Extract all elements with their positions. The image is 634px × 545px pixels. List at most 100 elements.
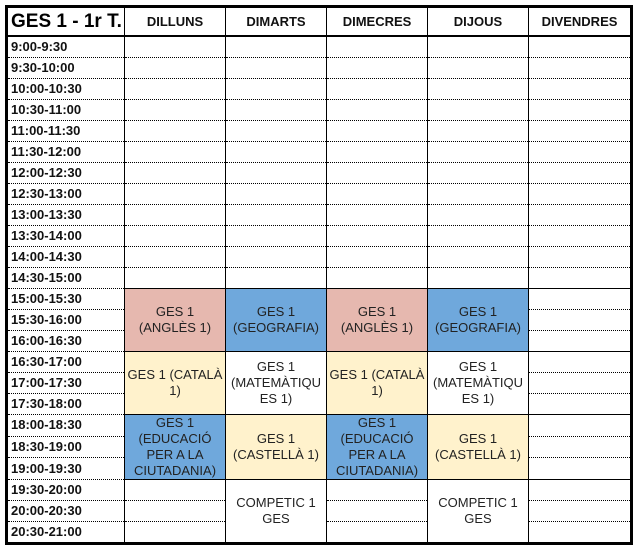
- class-block[interactable]: GES 1 (CATALÀ 1): [124, 351, 226, 415]
- empty-cell[interactable]: [124, 78, 226, 100]
- empty-cell[interactable]: [528, 162, 632, 184]
- empty-cell[interactable]: [326, 521, 428, 544]
- empty-cell[interactable]: [326, 183, 428, 205]
- empty-cell[interactable]: [528, 246, 632, 268]
- empty-cell[interactable]: [528, 500, 632, 522]
- empty-cell[interactable]: [528, 99, 632, 121]
- empty-cell[interactable]: [225, 183, 327, 205]
- empty-cell[interactable]: [528, 225, 632, 247]
- time-slot: 17:30-18:00: [6, 393, 125, 415]
- class-block[interactable]: GES 1 (ANGLÈS 1): [124, 288, 226, 352]
- empty-cell[interactable]: [528, 35, 632, 58]
- empty-cell[interactable]: [427, 162, 529, 184]
- empty-cell[interactable]: [427, 267, 529, 289]
- time-slot: 20:00-20:30: [6, 500, 125, 522]
- empty-cell[interactable]: [225, 267, 327, 289]
- empty-cell[interactable]: [326, 35, 428, 58]
- empty-cell[interactable]: [528, 78, 632, 100]
- empty-cell[interactable]: [528, 351, 632, 373]
- class-block[interactable]: COMPETIC 1 GES: [225, 479, 327, 544]
- class-block[interactable]: GES 1 (CASTELLÀ 1): [427, 414, 529, 480]
- empty-cell[interactable]: [225, 57, 327, 79]
- class-block[interactable]: GES 1 (GEOGRAFIA): [427, 288, 529, 352]
- empty-cell[interactable]: [427, 78, 529, 100]
- empty-cell[interactable]: [528, 372, 632, 394]
- empty-cell[interactable]: [326, 57, 428, 79]
- empty-cell[interactable]: [326, 267, 428, 289]
- empty-cell[interactable]: [124, 57, 226, 79]
- class-block[interactable]: GES 1 (EDUCACIÓ PER A LA CIUTADANIA): [124, 414, 226, 480]
- empty-cell[interactable]: [124, 246, 226, 268]
- empty-cell[interactable]: [528, 435, 632, 459]
- empty-cell[interactable]: [326, 141, 428, 163]
- empty-cell[interactable]: [427, 99, 529, 121]
- time-row: 19:30-20:00 COMPETIC 1 GES COMPETIC 1 GES: [6, 479, 632, 544]
- empty-cell[interactable]: [528, 120, 632, 142]
- empty-cell[interactable]: [528, 309, 632, 331]
- empty-cell[interactable]: [225, 78, 327, 100]
- empty-cell[interactable]: [225, 120, 327, 142]
- class-block[interactable]: GES 1 (EDUCACIÓ PER A LA CIUTADANIA): [326, 414, 428, 480]
- empty-cell[interactable]: [326, 204, 428, 226]
- empty-cell[interactable]: [326, 225, 428, 247]
- empty-cell[interactable]: [124, 120, 226, 142]
- empty-cell[interactable]: [326, 78, 428, 100]
- empty-cell[interactable]: [124, 204, 226, 226]
- empty-cell[interactable]: [124, 141, 226, 163]
- empty-cell[interactable]: [427, 183, 529, 205]
- class-block[interactable]: GES 1 (ANGLÈS 1): [326, 288, 428, 352]
- empty-cell[interactable]: [225, 225, 327, 247]
- time-row: 9:00-9:30: [6, 35, 632, 58]
- empty-cell[interactable]: [225, 204, 327, 226]
- empty-cell[interactable]: [528, 183, 632, 205]
- class-block[interactable]: GES 1 (MATEMÀTIQUES 1): [427, 351, 529, 415]
- class-block[interactable]: GES 1 (GEOGRAFIA): [225, 288, 327, 352]
- empty-cell[interactable]: [326, 246, 428, 268]
- empty-cell[interactable]: [427, 57, 529, 79]
- empty-cell[interactable]: [427, 246, 529, 268]
- empty-cell[interactable]: [528, 393, 632, 415]
- empty-cell[interactable]: [528, 479, 632, 501]
- time-slot: 9:30-10:00: [6, 57, 125, 79]
- empty-cell[interactable]: [528, 57, 632, 79]
- empty-cell[interactable]: [528, 457, 632, 480]
- empty-cell[interactable]: [225, 246, 327, 268]
- empty-cell[interactable]: [124, 500, 226, 522]
- empty-cell[interactable]: [528, 288, 632, 310]
- empty-cell[interactable]: [124, 183, 226, 205]
- empty-cell[interactable]: [225, 35, 327, 58]
- empty-cell[interactable]: [326, 500, 428, 522]
- empty-cell[interactable]: [427, 204, 529, 226]
- class-block[interactable]: GES 1 (CASTELLÀ 1): [225, 414, 327, 480]
- class-block[interactable]: GES 1 (MATEMÀTIQUES 1): [225, 351, 327, 415]
- time-row: 10:30-11:00: [6, 99, 632, 121]
- empty-cell[interactable]: [326, 120, 428, 142]
- empty-cell[interactable]: [124, 225, 226, 247]
- empty-cell[interactable]: [528, 141, 632, 163]
- empty-cell[interactable]: [225, 141, 327, 163]
- empty-cell[interactable]: [124, 521, 226, 544]
- class-block[interactable]: COMPETIC 1 GES: [427, 479, 529, 544]
- empty-cell[interactable]: [124, 162, 226, 184]
- empty-cell[interactable]: [124, 479, 226, 501]
- empty-cell[interactable]: [326, 479, 428, 501]
- empty-cell[interactable]: [528, 204, 632, 226]
- empty-cell[interactable]: [427, 120, 529, 142]
- empty-cell[interactable]: [225, 162, 327, 184]
- empty-cell[interactable]: [528, 267, 632, 289]
- empty-cell[interactable]: [326, 99, 428, 121]
- empty-cell[interactable]: [528, 414, 632, 437]
- empty-cell[interactable]: [528, 521, 632, 544]
- empty-cell[interactable]: [326, 162, 428, 184]
- time-row: 19:00-19:30: [6, 457, 632, 480]
- empty-cell[interactable]: [225, 99, 327, 121]
- empty-cell[interactable]: [528, 330, 632, 352]
- class-block[interactable]: GES 1 (CATALÀ 1): [326, 351, 428, 415]
- empty-cell[interactable]: [124, 267, 226, 289]
- empty-cell[interactable]: [427, 35, 529, 58]
- empty-cell[interactable]: [427, 225, 529, 247]
- empty-cell[interactable]: [124, 35, 226, 58]
- time-row: 9:30-10:00: [6, 57, 632, 79]
- empty-cell[interactable]: [427, 141, 529, 163]
- empty-cell[interactable]: [124, 99, 226, 121]
